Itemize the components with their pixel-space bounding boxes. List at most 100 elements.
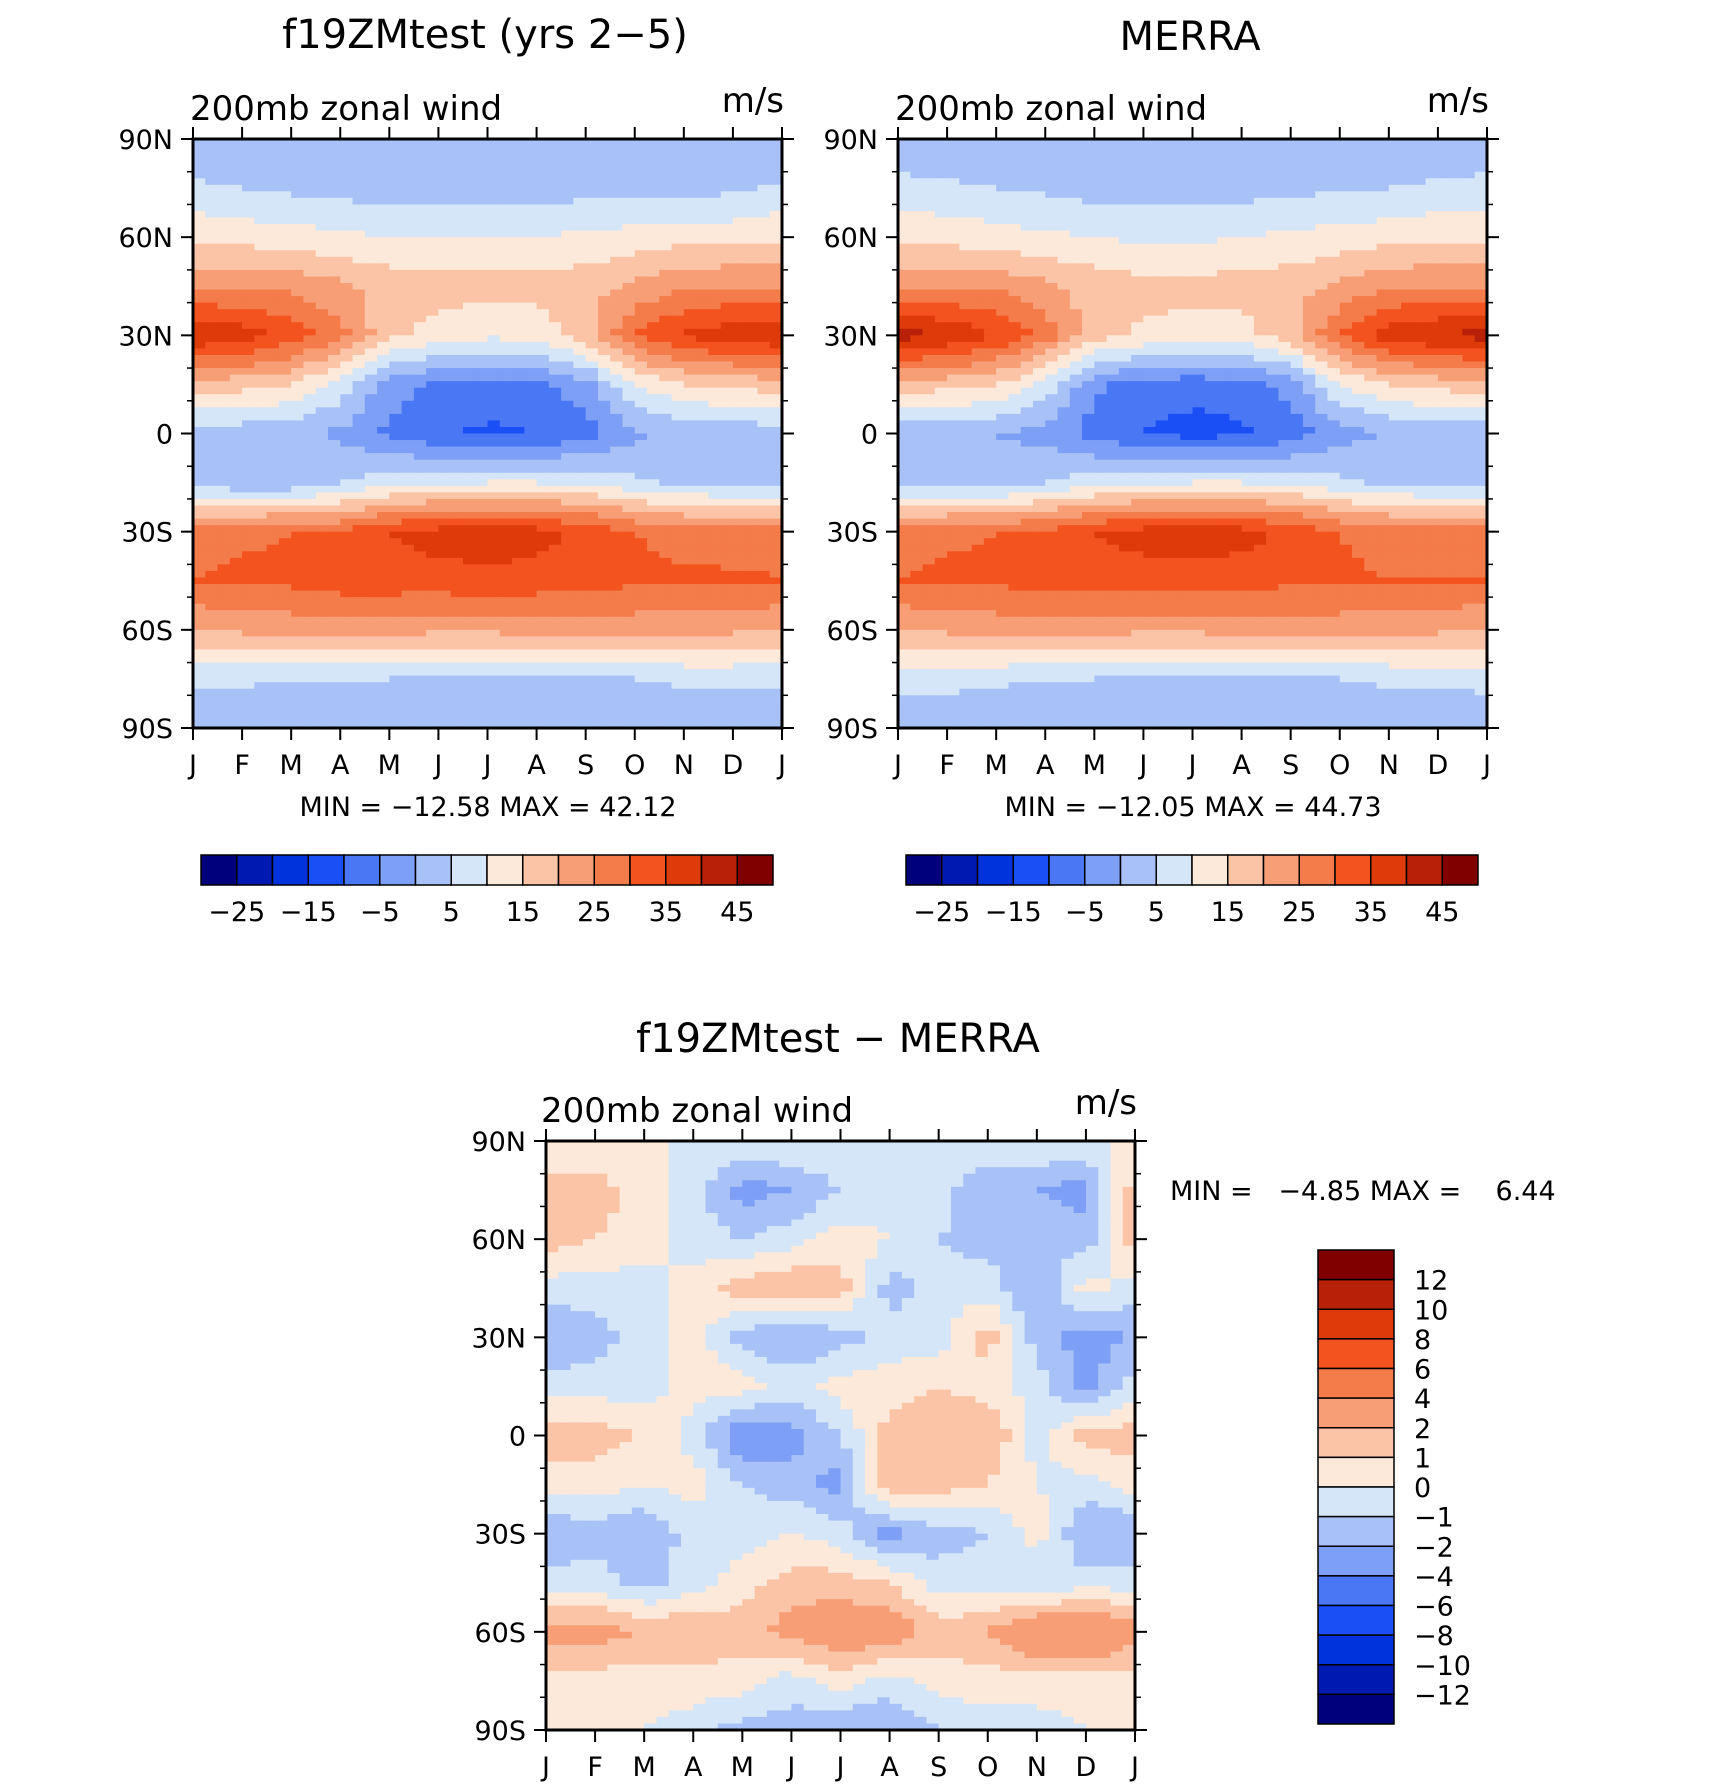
contour-cell [426, 309, 440, 317]
contour-cell [561, 276, 574, 284]
contour-cell [536, 525, 550, 533]
contour-cell [450, 708, 464, 716]
contour-cell [585, 669, 599, 677]
contour-cell [266, 322, 280, 330]
contour-cell [413, 662, 427, 670]
contour-cell [229, 629, 243, 637]
contour-cell [229, 426, 243, 435]
contour-cell [524, 361, 538, 369]
contour-cell [898, 178, 911, 186]
contour-cell [291, 570, 305, 579]
contour-cell [266, 394, 280, 402]
contour-cell [303, 250, 317, 258]
contour-cell [732, 459, 746, 467]
contour-cell [475, 505, 489, 513]
contour-cell [971, 171, 985, 179]
contour-cell [229, 544, 243, 552]
contour-cell [708, 564, 722, 572]
contour-cell [1315, 191, 1329, 199]
contour-cell [720, 466, 734, 474]
contour-cell [499, 426, 513, 435]
contour-cell [475, 656, 489, 664]
contour-cell [266, 479, 280, 487]
contour-cell [315, 400, 329, 408]
contour-cell [242, 708, 255, 716]
contour-cell [315, 656, 329, 664]
contour-cell [1290, 171, 1304, 179]
contour-cell [512, 328, 525, 336]
contour-cell [548, 171, 562, 179]
contour-cell [413, 479, 427, 487]
contour-cell [1376, 178, 1390, 186]
contour-cell [462, 675, 476, 683]
contour-cell [340, 197, 354, 206]
contour-cell [303, 217, 317, 225]
contour-cell [757, 472, 771, 480]
contour-cell [696, 289, 709, 297]
contour-cell [732, 171, 746, 179]
contour-cell [266, 263, 280, 271]
contour-cell [720, 714, 734, 723]
contour-cell [193, 642, 206, 651]
contour-cell [462, 498, 476, 507]
contour-cell [291, 426, 305, 435]
contour-cell [671, 498, 685, 507]
contour-cell [745, 708, 759, 716]
contour-cell [708, 256, 722, 264]
contour-cell [327, 230, 341, 238]
contour-cell [401, 237, 415, 245]
contour-cell [512, 642, 525, 651]
contour-cell [217, 263, 231, 271]
contour-cell [910, 210, 924, 219]
contour-cell [438, 682, 452, 690]
contour-cell [352, 171, 366, 179]
contour-cell [377, 721, 390, 729]
contour-cell [499, 374, 513, 382]
contour-cell [573, 518, 587, 526]
contour-cell [683, 374, 697, 382]
contour-cell [450, 368, 464, 376]
contour-cell [683, 512, 697, 520]
contour-cell [745, 341, 759, 350]
contour-cell [597, 204, 611, 212]
contour-cell [205, 296, 219, 304]
contour-cell [475, 557, 489, 565]
contour-cell [634, 721, 648, 729]
contour-cell [217, 603, 231, 611]
contour-cell [278, 420, 292, 428]
contour-cell [193, 197, 206, 206]
contour-cell [1045, 165, 1059, 173]
contour-cell [438, 282, 452, 291]
contour-cell [462, 354, 476, 363]
contour-cell [769, 178, 783, 186]
contour-cell [426, 374, 440, 382]
contour-cell [475, 348, 489, 356]
contour-cell [561, 721, 574, 729]
contour-cell [401, 296, 415, 304]
contour-cell [634, 381, 648, 389]
contour-cell [536, 243, 550, 251]
contour-cell [340, 616, 354, 624]
contour-cell [597, 250, 611, 258]
contour-cell [1229, 171, 1243, 179]
contour-cell [659, 512, 673, 520]
contour-cell [278, 701, 292, 709]
contour-cell [585, 296, 599, 304]
contour-cell [303, 224, 317, 232]
contour-cell [401, 217, 415, 225]
x-tick-label: A [331, 750, 350, 781]
contour-cell [475, 682, 489, 690]
contour-cell [720, 171, 734, 179]
contour-cell [536, 282, 550, 291]
contour-cell [327, 525, 341, 533]
contour-cell [303, 210, 317, 219]
contour-cell [769, 649, 783, 657]
contour-cell [205, 210, 219, 219]
contour-cell [659, 387, 673, 395]
contour-cell [1352, 152, 1365, 160]
contour-cell [561, 315, 574, 323]
contour-cell [524, 328, 538, 336]
contour-cell [193, 152, 206, 160]
contour-cell [315, 629, 329, 637]
contour-cell [561, 152, 574, 160]
